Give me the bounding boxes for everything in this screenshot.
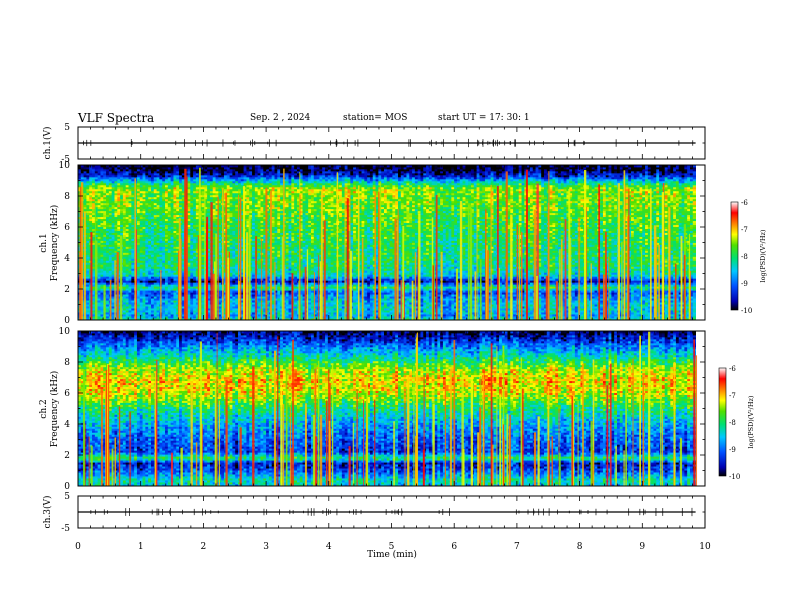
ch1-waveform-panel: 5 -5 ch.1(V) [42,123,705,165]
vlf-figure: VLF Spectra Sep. 2 , 2024 station= MOS s… [0,0,792,612]
ch1-spectrogram-image [78,165,705,320]
ch1-spectrogram-panel: 0 2 4 6 8 10 ch.1 Frequency (kHz) [39,161,705,326]
ch1-ylabel: ch.1(V) [42,127,53,160]
ch1-ytick-top: 5 [64,123,70,133]
vlf-plot: 5 -5 ch.1(V) 0 2 4 6 8 10 ch.1 Frequency… [0,0,792,612]
